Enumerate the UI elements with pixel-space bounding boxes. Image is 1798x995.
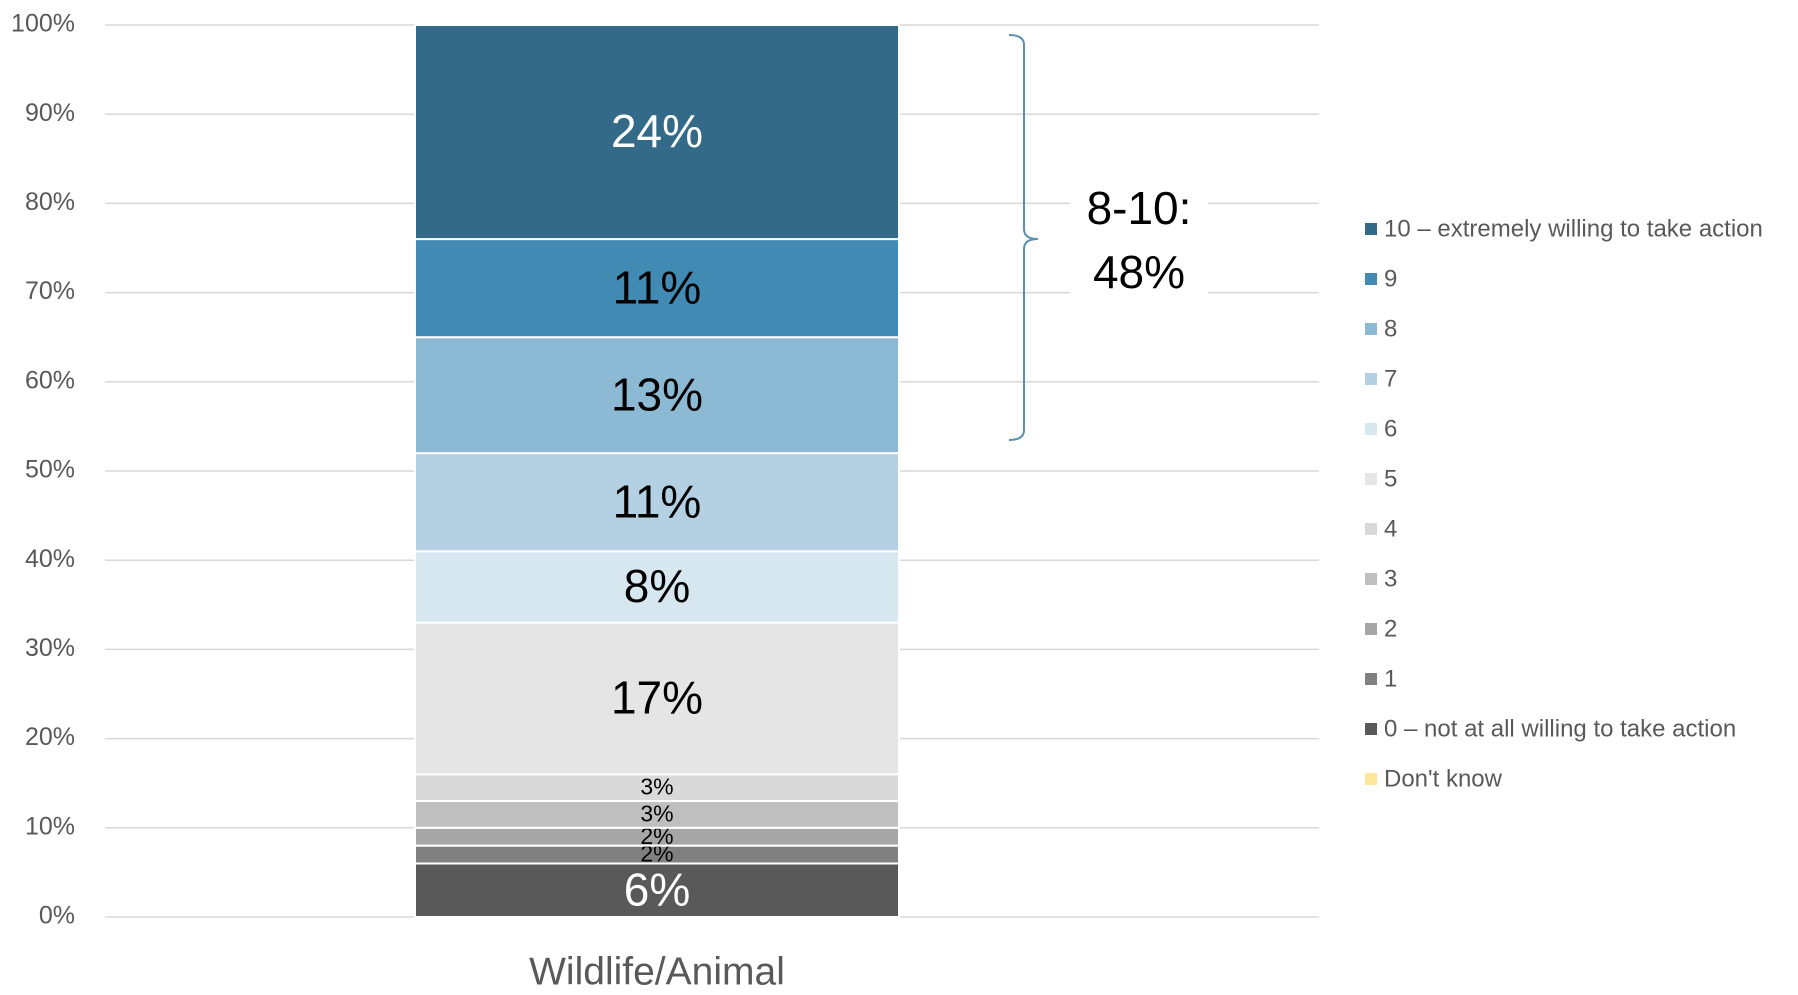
legend-label: 4 (1384, 515, 1397, 542)
y-tick-label: 60% (25, 366, 75, 394)
legend-swatch (1365, 323, 1377, 335)
bracket (1008, 34, 1039, 441)
legend-label: 3 (1384, 565, 1397, 592)
data-label: 6% (624, 863, 690, 915)
y-tick-label: 90% (25, 99, 75, 127)
legend-label: 6 (1384, 415, 1397, 442)
y-tick-label: 20% (25, 723, 75, 751)
data-label: 8% (624, 560, 690, 612)
y-tick-label: 10% (25, 812, 75, 840)
bar-segment (414, 800, 900, 829)
bar-segment (414, 238, 900, 339)
data-label: 3% (640, 774, 673, 800)
data-label: 11% (613, 475, 702, 527)
bar-segment (414, 862, 900, 918)
legend-swatch (1365, 673, 1377, 685)
bar-segment (414, 773, 900, 803)
bar-segment (414, 550, 900, 624)
y-tick-label: 50% (25, 456, 75, 484)
data-label: 11% (613, 261, 702, 313)
legend-swatch (1365, 373, 1377, 385)
legend-swatch (1365, 773, 1377, 785)
legend-swatch (1365, 473, 1377, 485)
legend-label: 10 – extremely willing to take action (1384, 215, 1763, 242)
bar-segment (414, 336, 900, 455)
data-label: 24% (611, 105, 703, 157)
legend-swatch (1365, 273, 1377, 285)
legend-label: Don't know (1384, 765, 1503, 792)
data-label: 13% (611, 368, 703, 420)
legend-label: 1 (1384, 665, 1397, 692)
legend-label: 9 (1384, 265, 1397, 292)
legend-label: 0 – not at all willing to take action (1384, 715, 1736, 742)
y-tick-label: 80% (25, 188, 75, 216)
data-label: 3% (640, 800, 673, 826)
y-tick-label: 30% (25, 634, 75, 662)
legend-swatch (1365, 523, 1377, 535)
y-tick-label: 40% (25, 545, 75, 573)
y-tick-label: 0% (39, 902, 75, 930)
legend-swatch (1365, 623, 1377, 635)
legend-label: 5 (1384, 465, 1397, 492)
bar-segment (414, 621, 900, 776)
bar-segment (414, 452, 900, 553)
x-tick-label: Wildlife/Animal (529, 950, 785, 993)
legend-label: 8 (1384, 315, 1397, 342)
legend-swatch (1365, 723, 1377, 735)
annotation: 8-10: 48% (1070, 176, 1208, 304)
legend-swatch (1365, 423, 1377, 435)
legend-label: 7 (1384, 365, 1397, 392)
legend-swatch (1365, 573, 1377, 585)
legend-swatch (1365, 223, 1377, 235)
bar-segment (414, 24, 900, 241)
legend-label: 2 (1384, 615, 1397, 642)
y-tick-label: 70% (25, 277, 75, 305)
y-tick-label: 100% (11, 10, 75, 38)
data-label: 17% (611, 672, 703, 724)
